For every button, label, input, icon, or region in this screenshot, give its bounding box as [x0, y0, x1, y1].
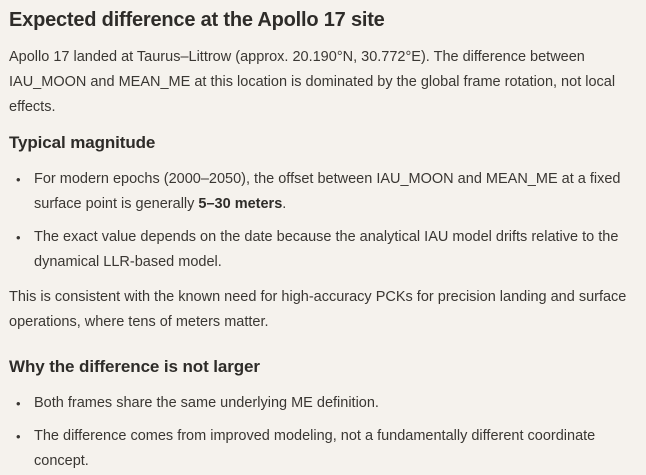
- bullet-text-after: .: [282, 196, 287, 212]
- list-item: The exact value depends on the date beca…: [9, 225, 632, 275]
- intro-paragraph: Apollo 17 landed at Taurus–Littrow (appr…: [9, 49, 616, 115]
- list-item: For modern epochs (2000–2050), the offse…: [9, 167, 632, 217]
- bullet-text-bold: 5–30 meters: [198, 196, 283, 212]
- why-not-larger-list: Both frames share the same underlying ME…: [9, 391, 632, 474]
- note-paragraph: This is consistent with the known need f…: [9, 289, 627, 330]
- section-heading-why-not-larger: Why the difference is not larger: [9, 357, 260, 376]
- typical-magnitude-list: For modern epochs (2000–2050), the offse…: [9, 167, 632, 275]
- list-item: The difference comes from improved model…: [9, 424, 632, 474]
- section-heading-typical-magnitude: Typical magnitude: [9, 133, 156, 152]
- bullet-text-before: For modern epochs (2000–2050), the offse…: [34, 171, 621, 212]
- page-title: Expected difference at the Apollo 17 sit…: [9, 9, 385, 31]
- list-item: Both frames share the same underlying ME…: [9, 391, 632, 416]
